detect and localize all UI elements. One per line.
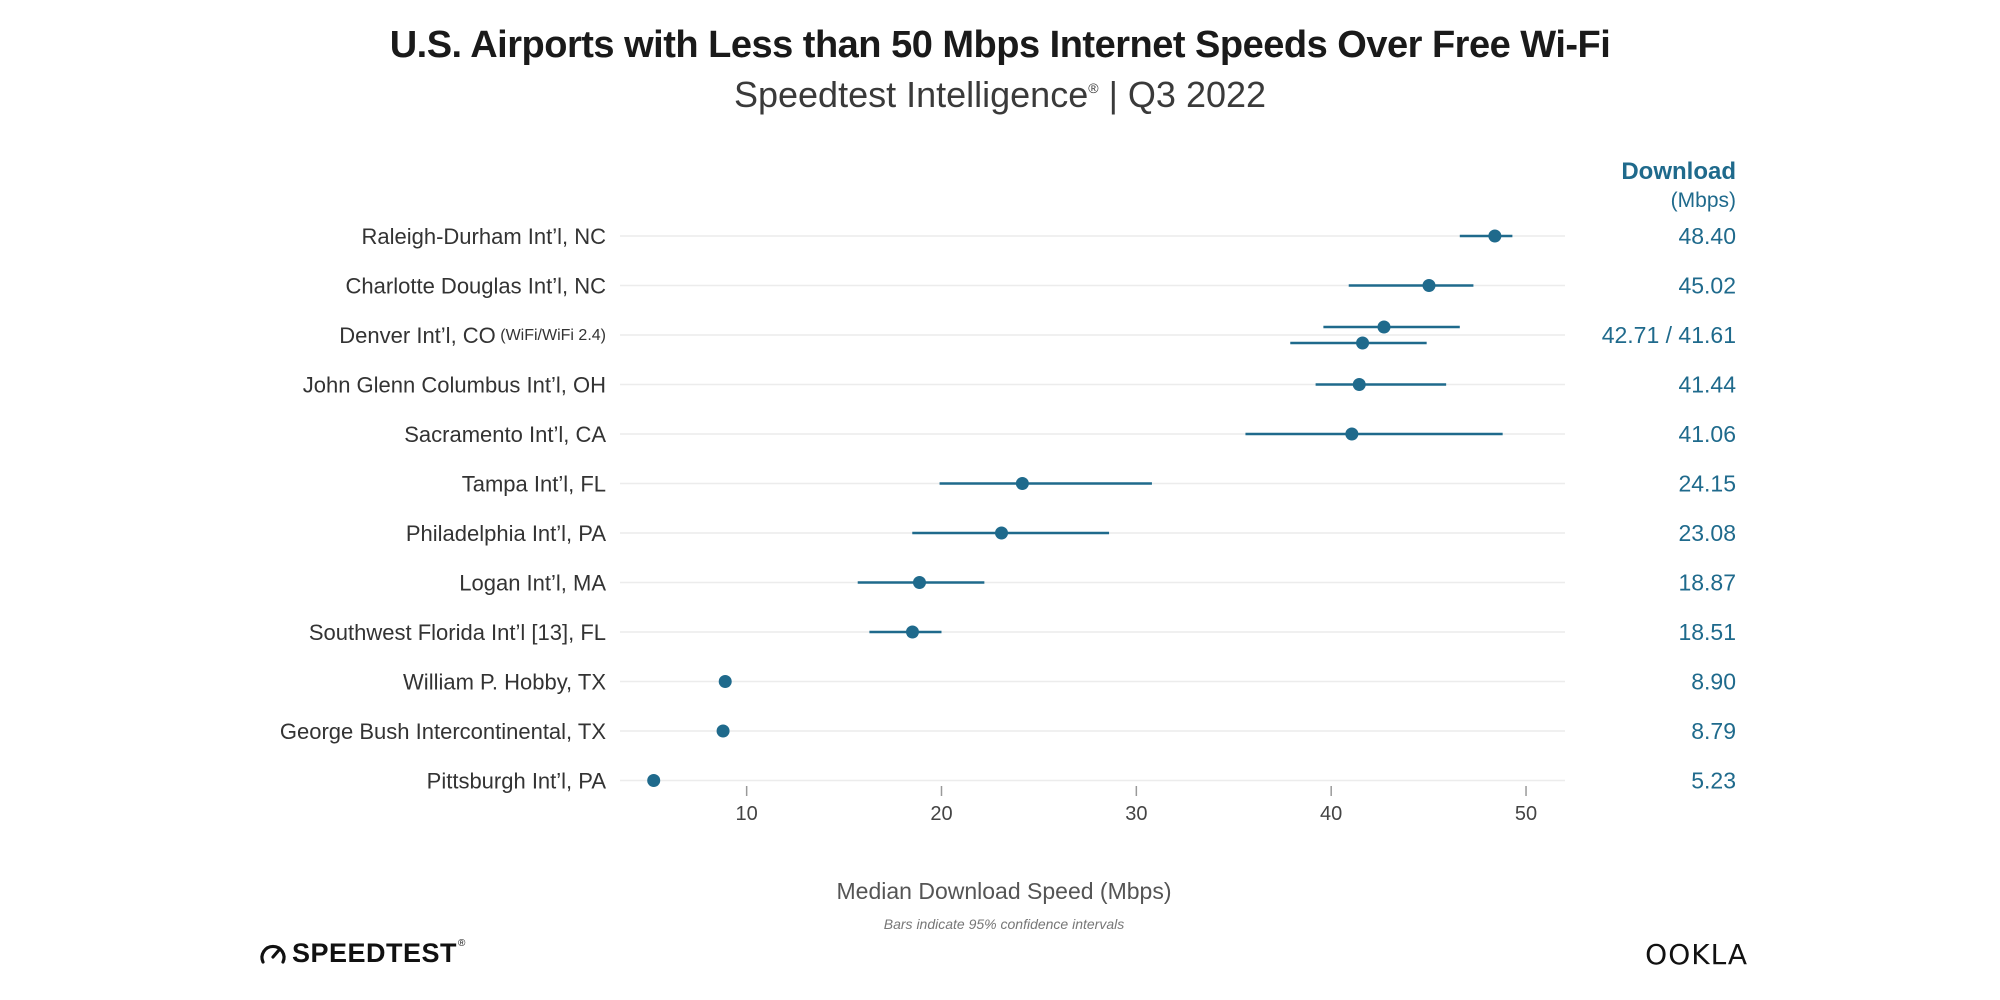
x-tick-label: 40 — [1320, 803, 1342, 825]
median-point — [1015, 477, 1029, 490]
x-tick-label: 10 — [736, 803, 758, 825]
airport-name: George Bush Intercontinental, TX — [280, 719, 606, 744]
download-value: 5.23 — [1691, 768, 1736, 794]
airport-name: Raleigh-Durham Int’l, NC — [361, 224, 606, 249]
airport-label: Philadelphia Int’l, PA — [406, 521, 606, 546]
confidence-note: Bars indicate 95% confidence intervals — [883, 916, 1125, 932]
download-value: 41.44 — [1678, 372, 1736, 398]
airport-name: Tampa Int’l, FL — [462, 471, 606, 496]
value-column-title: Download — [1621, 158, 1736, 185]
airport-label-suffix: (WiFi/WiFi 2.4) — [496, 327, 606, 344]
airport-label: Denver Int’l, CO (WiFi/WiFi 2.4) — [339, 323, 606, 348]
median-point — [912, 576, 926, 589]
airport-label: Logan Int’l, MA — [459, 570, 606, 595]
airport-name: William P. Hobby, TX — [403, 669, 606, 694]
airport-name: Southwest Florida Int’l [13], FL — [309, 620, 606, 645]
airport-name: Philadelphia Int’l, PA — [406, 521, 606, 546]
median-point — [1352, 378, 1366, 391]
median-point — [1345, 427, 1359, 441]
airport-label: Sacramento Int’l, CA — [404, 422, 606, 447]
airport-label: Southwest Florida Int’l [13], FL — [309, 620, 606, 645]
airport-name: John Glenn Columbus Int’l, OH — [303, 372, 606, 397]
airport-name: Pittsburgh Int’l, PA — [427, 768, 607, 793]
x-tick-label: 30 — [1125, 803, 1147, 825]
download-value: 18.87 — [1678, 570, 1736, 596]
speedtest-logo: SPEEDTEST ® — [258, 938, 466, 969]
median-point — [718, 675, 732, 688]
airport-label: Raleigh-Durham Int’l, NC — [361, 224, 606, 249]
airport-label: William P. Hobby, TX — [403, 669, 606, 694]
median-point — [1488, 229, 1502, 243]
airport-label: Tampa Int’l, FL — [462, 471, 606, 496]
download-value: 41.06 — [1678, 421, 1736, 447]
airport-name: Sacramento Int’l, CA — [404, 422, 606, 447]
download-value: 42.71 / 41.61 — [1602, 322, 1736, 348]
median-point — [716, 724, 730, 738]
x-axis-label: Median Download Speed (Mbps) — [836, 878, 1172, 904]
x-tick-label: 20 — [930, 803, 952, 825]
speedtest-wordmark: SPEEDTEST — [292, 938, 458, 968]
airport-label: John Glenn Columbus Int’l, OH — [303, 372, 606, 397]
airport-name: Logan Int’l, MA — [459, 570, 606, 595]
airport-label: Pittsburgh Int’l, PA — [427, 768, 607, 793]
download-value: 8.79 — [1691, 718, 1736, 744]
airport-name: Charlotte Douglas Int’l, NC — [346, 273, 607, 298]
download-value: 48.40 — [1678, 223, 1736, 249]
value-column-header: Download (Mbps) — [1621, 156, 1736, 214]
median-point — [1356, 336, 1370, 350]
value-column-unit: (Mbps) — [1670, 189, 1736, 212]
airport-label: George Bush Intercontinental, TX — [280, 719, 606, 744]
download-value: 18.51 — [1678, 619, 1736, 645]
median-point — [995, 526, 1009, 540]
ookla-logo: OOKLA — [1645, 938, 1748, 971]
median-point — [905, 625, 919, 639]
download-value: 23.08 — [1678, 520, 1736, 546]
speedtest-registered-mark: ® — [458, 938, 466, 949]
registered-mark: ® — [1088, 80, 1099, 96]
airport-name: Denver Int’l, CO — [339, 323, 496, 348]
x-tick-label: 50 — [1515, 803, 1537, 825]
download-value: 24.15 — [1678, 471, 1736, 497]
median-point — [1422, 279, 1436, 292]
median-point — [647, 774, 661, 787]
median-point — [1377, 320, 1391, 334]
airport-label: Charlotte Douglas Int’l, NC — [346, 273, 607, 298]
download-value: 8.90 — [1691, 669, 1736, 695]
chart-subtitle: Speedtest Intelligence® | Q3 2022 — [733, 74, 1267, 115]
speedtest-gauge-icon — [260, 944, 286, 964]
chart-title: U.S. Airports with Less than 50 Mbps Int… — [389, 24, 1611, 66]
download-value: 45.02 — [1678, 273, 1736, 299]
